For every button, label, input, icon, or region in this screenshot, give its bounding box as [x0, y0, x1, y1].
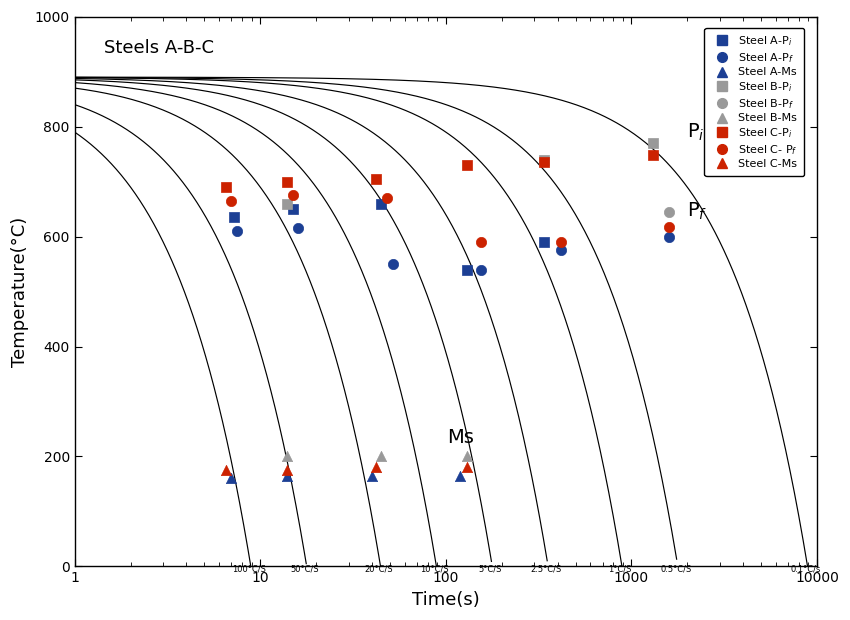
- Point: [280, 465, 294, 475]
- Point: [646, 138, 660, 148]
- Point: [460, 463, 473, 472]
- Point: [454, 471, 468, 480]
- Point: [280, 198, 294, 208]
- Point: [555, 246, 569, 255]
- Text: 5°C/S: 5°C/S: [479, 564, 502, 574]
- Point: [218, 182, 232, 192]
- Point: [538, 154, 552, 164]
- Text: 0.1°C/s: 0.1°C/s: [790, 564, 821, 574]
- Point: [369, 174, 382, 184]
- Text: P$_i$: P$_i$: [688, 122, 705, 143]
- Text: Steels A-B-C: Steels A-B-C: [105, 38, 214, 56]
- Text: Ms: Ms: [447, 428, 474, 447]
- Text: 0.5°C/S: 0.5°C/S: [660, 564, 691, 574]
- Point: [555, 237, 569, 247]
- Text: 1°C/S: 1°C/S: [609, 564, 632, 574]
- Point: [538, 157, 552, 167]
- Point: [474, 265, 488, 275]
- X-axis label: Time(s): Time(s): [412, 591, 479, 609]
- Point: [662, 222, 676, 232]
- Point: [369, 463, 382, 472]
- Point: [460, 451, 473, 461]
- Y-axis label: Temperature(°C): Temperature(°C): [11, 216, 29, 366]
- Point: [366, 471, 379, 480]
- Legend: Steel A-P$_i$, Steel A-P$_f$, Steel A-Ms, Steel B-P$_i$, Steel B-P$_f$, Steel B-: Steel A-P$_i$, Steel A-P$_f$, Steel A-Ms…: [705, 28, 804, 176]
- Point: [280, 177, 294, 187]
- Point: [380, 193, 394, 203]
- Point: [460, 265, 473, 275]
- Text: 20°C/S: 20°C/S: [364, 564, 393, 574]
- Point: [375, 198, 388, 208]
- Point: [218, 465, 232, 475]
- Point: [286, 190, 300, 200]
- Point: [224, 474, 238, 484]
- Text: 50°C/S: 50°C/S: [291, 564, 319, 574]
- Text: 100°C/S: 100°C/S: [232, 564, 266, 574]
- Point: [286, 204, 300, 214]
- Point: [460, 160, 473, 170]
- Point: [227, 213, 241, 223]
- Point: [386, 259, 400, 269]
- Text: P$_f$: P$_f$: [688, 201, 708, 223]
- Point: [292, 223, 305, 233]
- Point: [474, 237, 488, 247]
- Point: [230, 226, 244, 236]
- Point: [375, 451, 388, 461]
- Text: 10°C/S: 10°C/S: [420, 564, 449, 574]
- Point: [224, 196, 238, 206]
- Point: [280, 471, 294, 480]
- Point: [646, 150, 660, 160]
- Point: [662, 232, 676, 242]
- Text: 2.5°C/S: 2.5°C/S: [530, 564, 562, 574]
- Point: [538, 237, 552, 247]
- Point: [662, 207, 676, 217]
- Point: [280, 451, 294, 461]
